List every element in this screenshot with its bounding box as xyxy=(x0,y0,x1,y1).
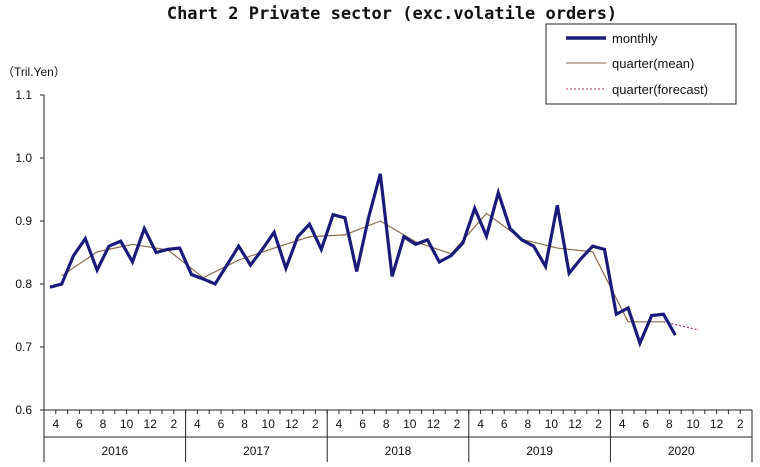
legend-label-mean: quarter(mean) xyxy=(612,56,694,71)
x-tick-label: 2 xyxy=(312,417,319,431)
x-tick-label: 4 xyxy=(194,417,201,431)
y-tick-label: 0.8 xyxy=(15,277,32,291)
x-tick-label: 8 xyxy=(524,417,531,431)
x-ticks: 4 6 8 10 12 2 4 6 8 10 12 2 4 6 8 10 12 2 4 6 8 10 12 2 4 6 8 10 12 2 xyxy=(43,410,753,431)
year-labels: 2016 2017 2018 2019 2020 xyxy=(43,410,753,462)
x-tick-label: 4 xyxy=(336,417,343,431)
x-tick-label: 4 xyxy=(619,417,626,431)
series-layer xyxy=(49,173,700,348)
x-tick-label: 10 xyxy=(686,417,700,431)
y-tick-label: 1.1 xyxy=(15,88,32,102)
x-tick-label: 4 xyxy=(52,417,59,431)
x-tick-label: 6 xyxy=(218,417,225,431)
legend: monthly quarter(mean) quarter(forecast) xyxy=(545,23,737,105)
series-quarter-mean xyxy=(61,212,664,323)
x-tick-label: 10 xyxy=(403,417,417,431)
year-label: 2019 xyxy=(526,444,553,458)
y-tick-label: 0.9 xyxy=(15,214,32,228)
x-tick-label: 6 xyxy=(359,417,366,431)
x-tick-label: 4 xyxy=(477,417,484,431)
x-tick-label: 6 xyxy=(76,417,83,431)
x-tick-label: 2 xyxy=(170,417,177,431)
x-tick-label: 2 xyxy=(454,417,461,431)
y-axis-label: （Tril.Yen） xyxy=(2,65,66,79)
series-monthly xyxy=(49,173,677,348)
year-label: 2016 xyxy=(101,444,128,458)
y-tick-label: 0.7 xyxy=(15,340,32,354)
y-tick-label: 0.6 xyxy=(15,403,32,417)
year-label: 2018 xyxy=(385,444,412,458)
x-tick-label: 8 xyxy=(241,417,248,431)
x-tick-label: 12 xyxy=(144,417,158,431)
legend-label-monthly: monthly xyxy=(612,31,658,46)
x-tick-label: 12 xyxy=(427,417,441,431)
x-tick-label: 10 xyxy=(262,417,276,431)
x-tick-label: 6 xyxy=(642,417,649,431)
year-label: 2017 xyxy=(243,444,270,458)
x-tick-label: 12 xyxy=(285,417,299,431)
x-tick-label: 8 xyxy=(100,417,107,431)
chart-title: Chart 2 Private sector (exc.volatile ord… xyxy=(167,4,617,24)
x-tick-label: 10 xyxy=(120,417,134,431)
x-tick-label: 2 xyxy=(595,417,602,431)
legend-label-forecast: quarter(forecast) xyxy=(612,82,708,97)
y-tick-label: 1.0 xyxy=(15,151,32,165)
year-label: 2020 xyxy=(668,444,695,458)
x-tick-label: 12 xyxy=(568,417,582,431)
x-tick-label: 2 xyxy=(737,417,744,431)
x-tick-label: 8 xyxy=(666,417,673,431)
y-ticks: 0.6 0.7 0.8 0.9 1.0 1.1 xyxy=(15,88,44,417)
x-tick-label: 8 xyxy=(383,417,390,431)
x-tick-label: 10 xyxy=(545,417,559,431)
x-tick-label: 12 xyxy=(710,417,724,431)
x-tick-label: 6 xyxy=(501,417,508,431)
